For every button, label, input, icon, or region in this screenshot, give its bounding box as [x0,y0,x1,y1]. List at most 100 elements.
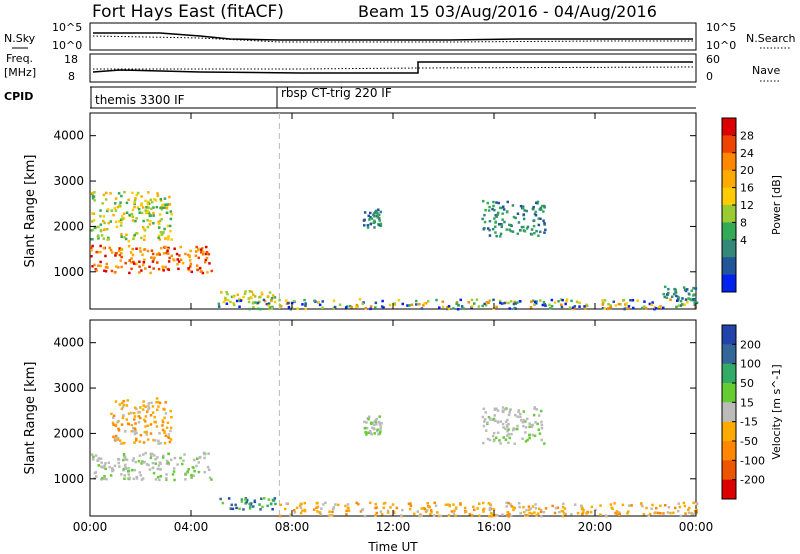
power-cell [270,299,273,303]
power-cell [542,301,546,304]
power-cell [157,236,160,240]
velocity-cell [488,438,492,442]
power-cell [143,248,147,251]
power-cell [251,302,255,305]
power-cell [267,302,271,305]
power-cell [586,304,589,307]
power-cell [159,206,162,210]
power-cell [537,217,540,220]
velocity-cell [167,463,170,466]
power-cell [695,301,699,305]
power-cell [488,205,491,209]
velocity-cell [169,409,172,413]
velocity-cell [534,503,537,506]
velocity-cell [186,470,189,473]
power-cell [420,307,424,310]
velocity-cell [125,404,129,407]
power-cell [684,298,688,301]
power-cell [650,303,653,306]
velocity-cell [167,452,171,456]
power-cell [252,306,255,309]
power-cell [380,305,384,308]
velocity-ytick-label: 2000 [53,426,84,440]
power-cell [100,234,104,237]
power-cell [614,304,618,307]
power-cell [632,306,635,310]
power-cell [108,246,111,250]
velocity-cell [103,475,106,478]
power-cell [133,205,136,209]
velocity-cell [389,506,392,509]
velocity-cell [143,430,147,434]
velocity-cell [227,497,231,500]
velocity-colorbar-tick-label: 200 [740,338,761,351]
power-cell [470,298,474,302]
velocity-cell [164,401,167,404]
power-cell [505,210,509,214]
power-cell [162,230,165,234]
velocity-cell [147,407,150,411]
power-cell [669,298,672,301]
velocity-cell [273,497,277,500]
power-cell [187,268,190,272]
power-cell [104,266,108,269]
velocity-cell [561,514,564,518]
power-colorbar-swatch [722,222,736,241]
power-cell [256,301,260,305]
velocity-ytick-label: 3000 [53,381,84,395]
power-cell [220,291,223,294]
velocity-cell [365,426,369,430]
velocity-cell [316,505,320,509]
velocity-cell [103,464,106,467]
velocity-cell [512,428,515,432]
velocity-cell [516,424,519,428]
velocity-cell [494,419,497,422]
power-cell [262,298,266,302]
power-cell [149,271,152,275]
velocity-cell [151,461,155,465]
power-cell [235,299,239,303]
power-cell [565,300,568,303]
power-cell [139,250,142,253]
velocity-cell [122,399,125,403]
velocity-cell [599,504,602,507]
power-cell [508,223,511,227]
velocity-cell [446,503,450,506]
velocity-cell [139,434,143,437]
power-cell [498,299,502,303]
velocity-cell [525,508,528,512]
power-cell [130,257,133,260]
velocity-cell [128,476,131,480]
velocity-cell [491,514,494,517]
velocity-cell [585,512,588,515]
power-cell [641,306,644,310]
power-cell [373,214,376,218]
velocity-cell [424,510,428,513]
power-cell [488,228,491,232]
velocity-cell [114,400,118,403]
velocity-cell [133,418,136,421]
power-cell [260,291,263,294]
velocity-cell [140,478,144,481]
power-cell [118,247,122,251]
power-cell [148,223,152,226]
velocity-cell [482,441,485,445]
power-cell [224,296,227,300]
power-cell [159,199,163,202]
velocity-cell [248,502,251,505]
power-cell [158,213,162,216]
velocity-cell [144,420,147,423]
power-cell [289,307,292,311]
velocity-cell [473,508,476,512]
power-cell [135,262,138,266]
power-cell [496,211,500,215]
velocity-cell [524,426,528,429]
velocity-cell [495,407,498,410]
power-cell [155,253,159,256]
power-cell [201,247,204,250]
power-cell [675,305,678,309]
power-cell [152,258,156,261]
velocity-cell [151,466,155,470]
velocity-cell [135,477,139,480]
velocity-cell [146,410,149,413]
